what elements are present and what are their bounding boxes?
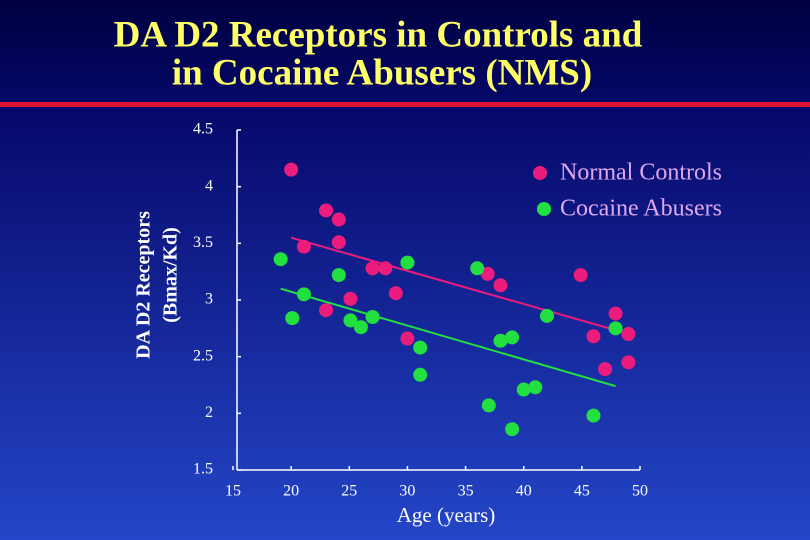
data-point <box>586 329 601 344</box>
y-tick-label: 2.5 <box>193 347 213 364</box>
data-point <box>608 321 623 336</box>
data-point <box>621 327 636 341</box>
data-point <box>586 408 601 423</box>
y-tick-label: 2 <box>205 404 213 421</box>
x-tick-label: 15 <box>225 483 241 500</box>
y-tick-label: 1.5 <box>193 461 213 478</box>
data-point <box>331 268 346 283</box>
data-point <box>296 287 311 302</box>
legend-marker <box>537 202 551 216</box>
y-axis-label: (Bmax/Kd) <box>160 227 182 323</box>
data-point <box>516 382 531 397</box>
data-point <box>505 330 520 345</box>
legend-label: Normal Controls <box>560 160 722 186</box>
x-tick-label: 50 <box>632 483 648 500</box>
data-point <box>480 266 495 281</box>
legend-label: Cocaine Abusers <box>560 196 722 222</box>
data-point <box>528 380 543 395</box>
x-axis-label: Age (years) <box>397 503 496 527</box>
data-point <box>388 286 403 301</box>
x-tick-label: 35 <box>458 483 474 500</box>
data-point <box>505 422 520 437</box>
data-point <box>573 268 588 283</box>
y-tick-label: 4.5 <box>193 121 213 138</box>
y-axis-label: DA D2 Receptors <box>133 211 155 359</box>
x-tick-label: 30 <box>399 483 415 500</box>
y-tick-label: 4 <box>205 177 213 194</box>
data-point <box>539 308 554 323</box>
data-point <box>413 340 428 355</box>
data-point <box>296 239 311 254</box>
data-point <box>285 311 300 326</box>
data-point <box>413 367 428 382</box>
data-point <box>481 398 496 413</box>
title-line: DA D2 Receptors in Controls and <box>114 14 643 55</box>
data-point <box>598 362 613 377</box>
data-point <box>319 303 334 318</box>
legend-marker <box>533 166 547 180</box>
x-tick-label: 40 <box>516 483 532 500</box>
data-point <box>273 252 288 267</box>
data-point <box>365 261 380 276</box>
data-point <box>343 291 358 306</box>
x-tick-label: 25 <box>341 483 357 500</box>
data-point <box>621 355 636 370</box>
trend-line <box>290 236 634 337</box>
x-tick-label: 20 <box>283 483 299 500</box>
data-point <box>378 261 393 276</box>
title-line: in Cocaine Abusers (NMS) <box>172 52 592 93</box>
data-point <box>400 255 415 270</box>
data-point <box>400 331 415 346</box>
data-point <box>470 261 485 276</box>
data-point <box>365 310 380 324</box>
data-point <box>493 278 508 293</box>
x-tick-label: 45 <box>574 483 590 500</box>
data-point <box>493 333 508 348</box>
data-point <box>331 235 346 250</box>
data-point <box>353 320 368 335</box>
data-point <box>608 306 623 321</box>
trend-line <box>280 287 616 388</box>
data-point <box>284 162 299 177</box>
data-point <box>331 212 346 227</box>
data-point <box>343 313 358 328</box>
y-tick-label: 3.5 <box>193 234 213 251</box>
y-tick-label: 3 <box>205 291 213 308</box>
data-point <box>319 203 334 218</box>
title-rule <box>0 102 810 107</box>
